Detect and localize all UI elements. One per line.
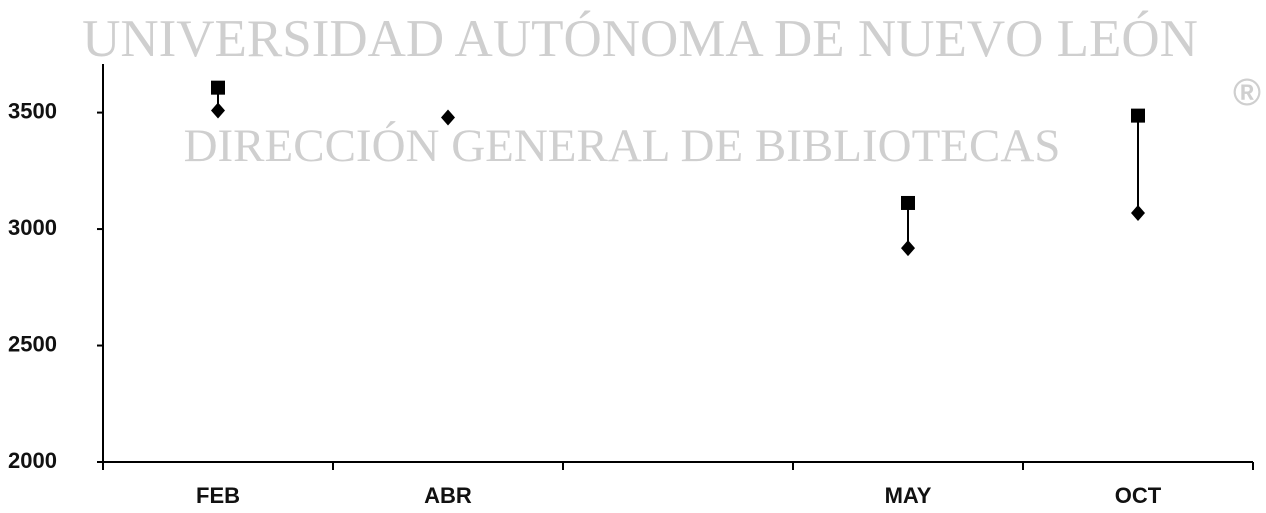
- square-marker: [901, 195, 915, 210]
- y-tick-label: 2000: [8, 448, 57, 473]
- watermark-mark: ®: [1233, 72, 1261, 114]
- x-tick-label: OCT: [1115, 483, 1162, 508]
- square-marker: [1131, 108, 1145, 123]
- diamond-marker: [441, 109, 455, 126]
- y-tick-label: 3000: [8, 215, 57, 240]
- watermark-subtitle: DIRECCIÓN GENERAL DE BIBLIOTECAS: [184, 120, 1061, 172]
- y-tick-label: 3500: [8, 98, 57, 123]
- x-tick-label: FEB: [196, 483, 240, 508]
- x-tick-label: MAY: [885, 483, 932, 508]
- diamond-marker: [1131, 204, 1145, 221]
- square-marker: [211, 80, 225, 95]
- diamond-marker: [901, 240, 915, 257]
- diamond-marker: [211, 102, 225, 119]
- watermark-title: UNIVERSIDAD AUTÓNOMA DE NUEVO LEÓN: [82, 10, 1198, 68]
- x-tick-label: ABR: [424, 483, 472, 508]
- y-tick-label: 2500: [8, 331, 57, 356]
